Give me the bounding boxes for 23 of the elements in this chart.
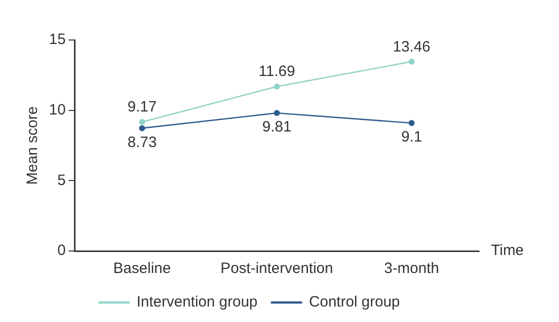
y-tick-label: 0 xyxy=(57,242,66,260)
data-label: 9.1 xyxy=(401,128,422,146)
y-tick-label: 10 xyxy=(48,101,66,118)
y-tick-label: 15 xyxy=(48,31,66,48)
data-label: 8.73 xyxy=(127,134,157,151)
legend-label: Intervention group xyxy=(136,294,258,311)
point xyxy=(408,120,415,126)
data-label: 9.81 xyxy=(262,118,292,136)
point xyxy=(274,110,280,116)
y-tick-label: 5 xyxy=(57,172,66,189)
point xyxy=(274,84,280,90)
point xyxy=(139,125,146,132)
y-axis-title: Mean score xyxy=(24,106,42,185)
data-label: 11.69 xyxy=(258,63,296,80)
x-tick-label: 3-month xyxy=(384,260,440,278)
point xyxy=(139,119,146,126)
point xyxy=(408,58,415,65)
data-label: 13.46 xyxy=(392,38,430,56)
x-tick-label: Baseline xyxy=(113,260,171,278)
legend-label: Control group xyxy=(309,294,400,311)
x-tick-label: Post-intervention xyxy=(220,260,334,278)
data-label: 9.17 xyxy=(127,98,157,116)
x-axis-title: Time xyxy=(491,242,524,260)
